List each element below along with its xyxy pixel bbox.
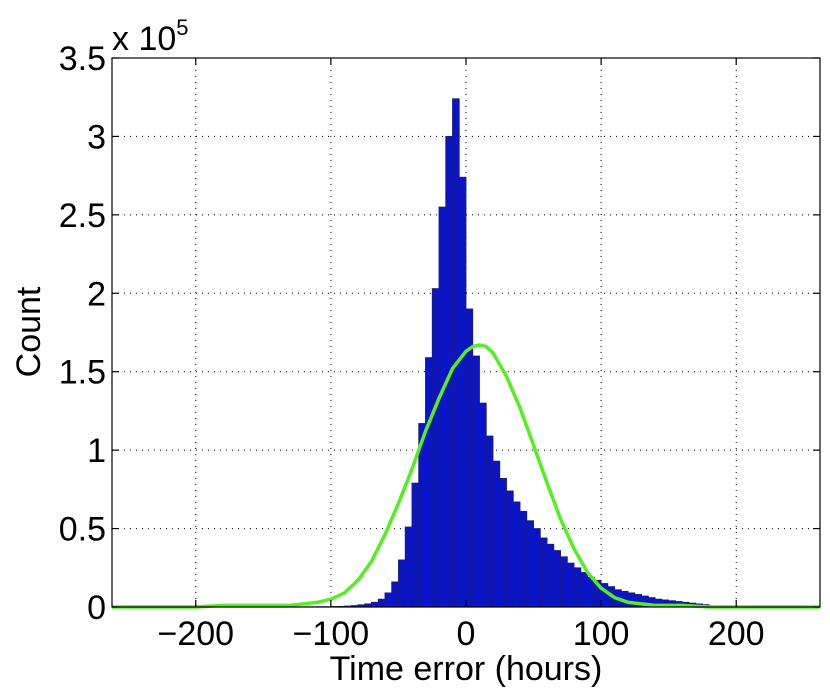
x-axis-label: Time error (hours) [330, 650, 603, 688]
histogram-bar [485, 435, 494, 608]
y-tick-label: 3 [87, 118, 106, 156]
x-tick-label: 0 [457, 615, 476, 653]
histogram-bar [425, 357, 433, 608]
histogram-bar [391, 581, 399, 608]
histogram-bar [566, 562, 575, 608]
histogram-bar [560, 556, 568, 608]
axis-ticks [112, 57, 820, 608]
y-tick-label: 0.5 [59, 511, 106, 549]
histogram-bar [553, 550, 561, 608]
histogram-bar [384, 592, 393, 608]
y-tick-label: 3.5 [59, 40, 106, 78]
histogram-bar [539, 537, 548, 608]
histogram-bar [512, 501, 521, 608]
y-multiplier-exponent: 5 [176, 15, 188, 40]
y-multiplier-base: x 10 [112, 20, 176, 58]
histogram-bar [472, 355, 480, 608]
y-tick-label: 1.5 [59, 354, 106, 392]
x-tick-label: 200 [708, 615, 765, 653]
histogram-bar [479, 402, 487, 608]
histogram-bar [404, 526, 413, 608]
histogram-bar [371, 601, 379, 608]
x-tick-label: −100 [293, 615, 370, 653]
histogram-bar [492, 460, 501, 608]
histogram-bar [526, 520, 534, 608]
x-tick-label: −200 [157, 615, 234, 653]
histogram-bar [580, 572, 589, 608]
histogram-bar [438, 206, 447, 608]
histogram-bar [411, 482, 420, 608]
histogram-bar [573, 567, 582, 608]
y-tick-label: 1 [87, 432, 106, 470]
histogram-bar [627, 592, 636, 608]
histogram-bar [519, 510, 528, 608]
y-tick-label: 2.5 [59, 197, 106, 235]
y-axis-label: Count [10, 286, 48, 377]
histogram-bar [398, 559, 406, 608]
histogram-bar [465, 308, 474, 608]
y-axis-multiplier: x 105 [112, 15, 189, 58]
y-tick-label: 2 [87, 275, 106, 313]
histogram-bar [452, 98, 460, 608]
histogram-bar [458, 176, 467, 608]
fit-curve [112, 343, 820, 609]
histogram-bar [499, 477, 507, 608]
histogram-bar [506, 490, 514, 608]
y-tick-label: 0 [87, 589, 106, 627]
histogram-bar [431, 288, 440, 608]
x-tick-labels: −200 −100 0 100 200 [157, 615, 764, 653]
histogram-bar [546, 543, 555, 608]
y-tick-labels: 0 0.5 1 1.5 2 2.5 3 3.5 [59, 40, 106, 627]
histogram-bar [533, 528, 541, 608]
histogram-bar [377, 598, 386, 608]
x-tick-label: 100 [573, 615, 630, 653]
